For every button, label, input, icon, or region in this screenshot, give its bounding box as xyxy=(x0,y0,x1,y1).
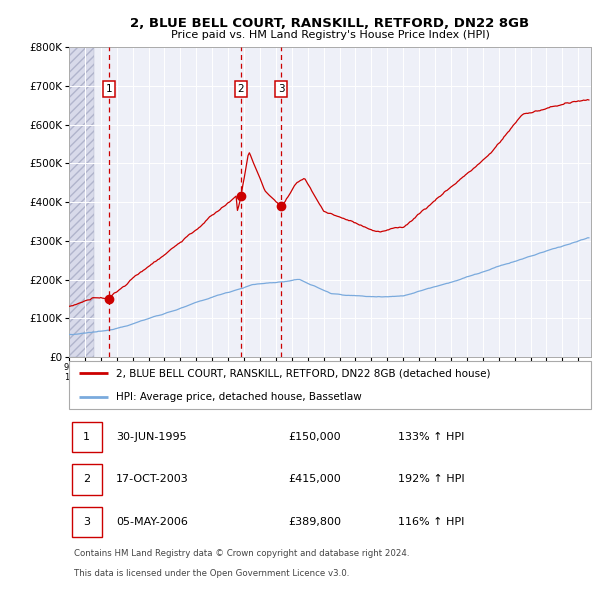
Text: Price paid vs. HM Land Registry's House Price Index (HPI): Price paid vs. HM Land Registry's House … xyxy=(170,30,490,40)
Text: 05-MAY-2006: 05-MAY-2006 xyxy=(116,517,188,527)
Text: 3: 3 xyxy=(83,517,90,527)
Text: Contains HM Land Registry data © Crown copyright and database right 2024.: Contains HM Land Registry data © Crown c… xyxy=(74,549,410,559)
Text: HPI: Average price, detached house, Bassetlaw: HPI: Average price, detached house, Bass… xyxy=(116,392,362,402)
Text: 30-JUN-1995: 30-JUN-1995 xyxy=(116,432,187,442)
Text: 116% ↑ HPI: 116% ↑ HPI xyxy=(398,517,464,527)
Text: 17-OCT-2003: 17-OCT-2003 xyxy=(116,474,189,484)
Text: 192% ↑ HPI: 192% ↑ HPI xyxy=(398,474,464,484)
FancyBboxPatch shape xyxy=(69,361,591,409)
Text: 2, BLUE BELL COURT, RANSKILL, RETFORD, DN22 8GB: 2, BLUE BELL COURT, RANSKILL, RETFORD, D… xyxy=(130,17,530,30)
Bar xyxy=(69,47,94,357)
Text: £150,000: £150,000 xyxy=(288,432,341,442)
FancyBboxPatch shape xyxy=(71,464,102,494)
Text: 2: 2 xyxy=(83,474,91,484)
Text: 1: 1 xyxy=(83,432,90,442)
FancyBboxPatch shape xyxy=(71,507,102,537)
Text: This data is licensed under the Open Government Licence v3.0.: This data is licensed under the Open Gov… xyxy=(74,569,350,578)
Text: 1: 1 xyxy=(106,84,112,94)
Text: 2, BLUE BELL COURT, RANSKILL, RETFORD, DN22 8GB (detached house): 2, BLUE BELL COURT, RANSKILL, RETFORD, D… xyxy=(116,368,490,378)
Text: £389,800: £389,800 xyxy=(288,517,341,527)
Text: 3: 3 xyxy=(278,84,284,94)
Text: £415,000: £415,000 xyxy=(288,474,341,484)
Text: 2: 2 xyxy=(238,84,244,94)
Text: 133% ↑ HPI: 133% ↑ HPI xyxy=(398,432,464,442)
FancyBboxPatch shape xyxy=(71,422,102,452)
